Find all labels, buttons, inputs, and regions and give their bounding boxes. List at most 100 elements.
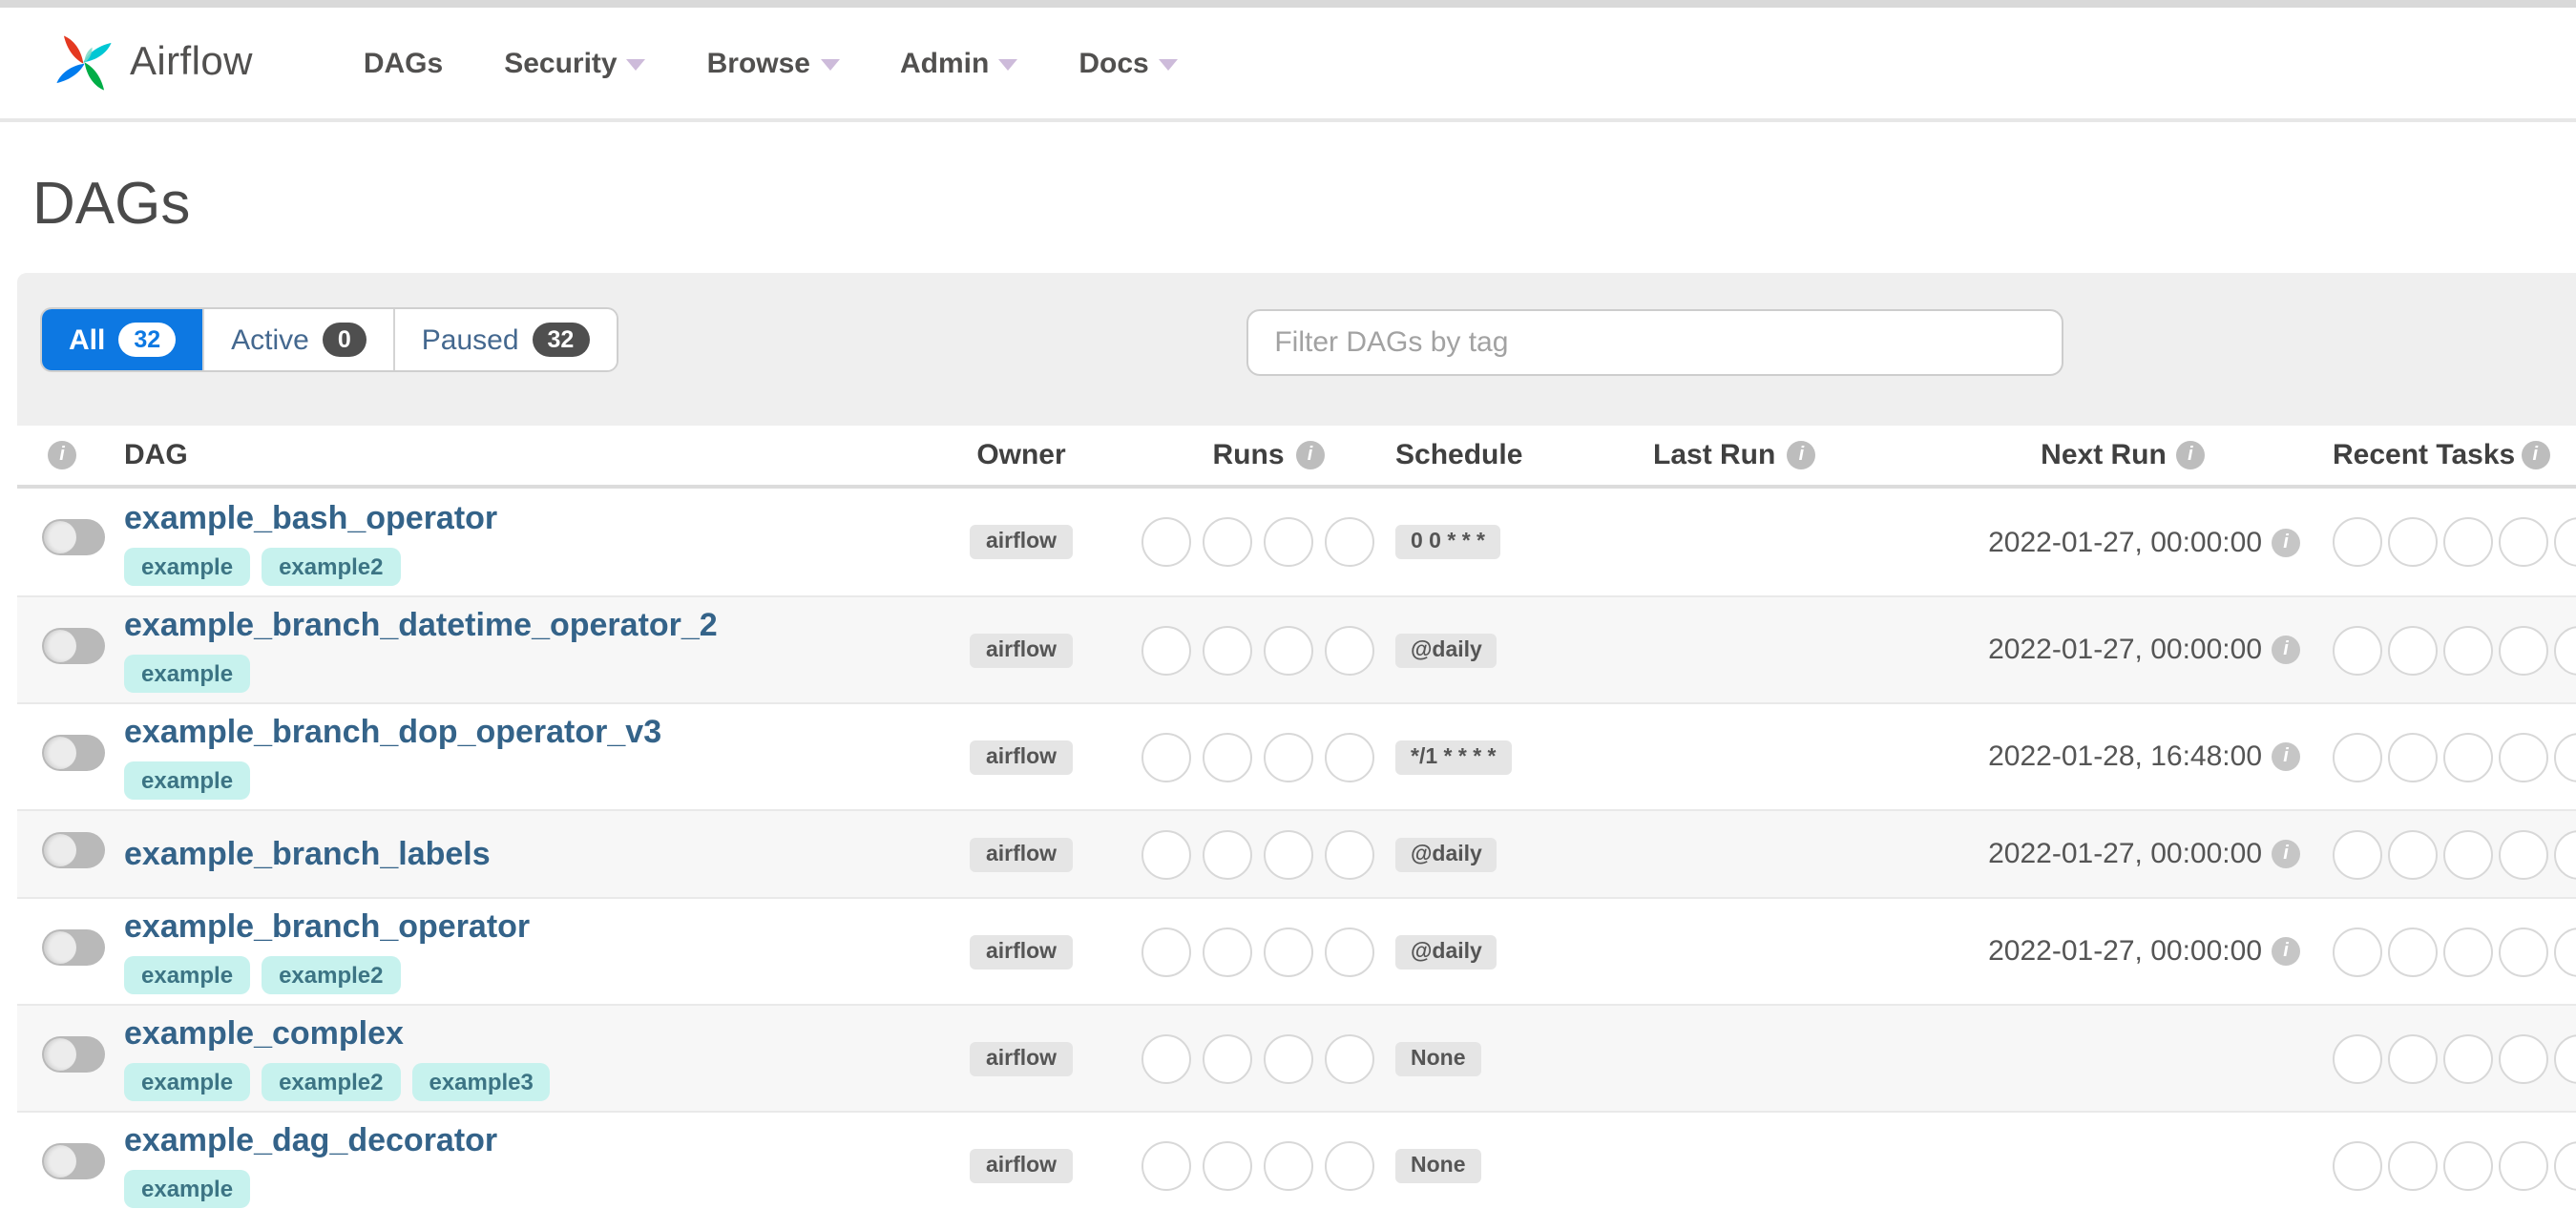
task-status-circle[interactable]	[2388, 829, 2438, 879]
run-status-circle[interactable]	[1141, 517, 1191, 567]
run-status-circle[interactable]	[1264, 1140, 1313, 1190]
run-status-circle[interactable]	[1141, 625, 1191, 675]
run-status-circle[interactable]	[1141, 1140, 1191, 1190]
task-status-circle[interactable]	[2554, 1140, 2576, 1190]
run-status-circle[interactable]	[1203, 829, 1252, 879]
task-status-circle[interactable]	[2443, 732, 2493, 782]
run-status-circle[interactable]	[1264, 517, 1313, 567]
dag-link[interactable]: example_complex	[124, 1015, 404, 1052]
run-status-circle[interactable]	[1203, 732, 1252, 782]
task-status-circle[interactable]	[2333, 517, 2382, 567]
filter-dags-by-tag-input[interactable]	[1246, 309, 2063, 376]
dag-pause-toggle[interactable]	[42, 627, 105, 663]
task-status-circle[interactable]	[2388, 732, 2438, 782]
run-status-circle[interactable]	[1141, 927, 1191, 976]
task-status-circle[interactable]	[2499, 625, 2548, 675]
task-status-circle[interactable]	[2388, 517, 2438, 567]
nav-item-admin[interactable]: Admin	[869, 28, 1048, 98]
nav-item-security[interactable]: Security	[473, 28, 676, 98]
task-status-circle[interactable]	[2333, 829, 2382, 879]
task-status-circle[interactable]	[2499, 1140, 2548, 1190]
tab-active[interactable]: Active 0	[202, 309, 393, 370]
run-status-circle[interactable]	[1325, 829, 1374, 879]
task-status-circle[interactable]	[2443, 1033, 2493, 1083]
airflow-brand-link[interactable]: Airflow	[52, 31, 253, 95]
dag-tag[interactable]: example	[124, 761, 251, 800]
run-status-circle[interactable]	[1264, 625, 1313, 675]
task-status-circle[interactable]	[2388, 1140, 2438, 1190]
dag-tag[interactable]: example	[124, 655, 251, 693]
dag-tag[interactable]: example	[124, 1170, 251, 1208]
task-status-circle[interactable]	[2499, 829, 2548, 879]
run-status-circle[interactable]	[1264, 732, 1313, 782]
run-status-circle[interactable]	[1264, 1033, 1313, 1083]
column-header-last-run[interactable]: Last Run	[1653, 439, 1776, 471]
task-status-circle[interactable]	[2443, 625, 2493, 675]
nav-item-browse[interactable]: Browse	[677, 28, 869, 98]
task-status-circle[interactable]	[2443, 517, 2493, 567]
task-status-circle[interactable]	[2554, 732, 2576, 782]
run-status-circle[interactable]	[1325, 927, 1374, 976]
dag-pause-toggle[interactable]	[42, 831, 105, 867]
task-status-circle[interactable]	[2554, 927, 2576, 976]
task-status-circle[interactable]	[2333, 1140, 2382, 1190]
column-header-owner[interactable]: Owner	[976, 439, 1066, 471]
task-status-circle[interactable]	[2333, 732, 2382, 782]
dag-tag[interactable]: example	[124, 547, 251, 585]
run-status-circle[interactable]	[1141, 1033, 1191, 1083]
run-status-circle[interactable]	[1264, 829, 1313, 879]
dag-link[interactable]: example_dag_decorator	[124, 1122, 498, 1158]
dag-tag[interactable]: example	[124, 1063, 251, 1101]
dag-link[interactable]: example_bash_operator	[124, 499, 498, 535]
dag-pause-toggle[interactable]	[42, 1142, 105, 1178]
task-status-circle[interactable]	[2443, 1140, 2493, 1190]
dag-tag[interactable]: example2	[262, 1063, 401, 1101]
dag-pause-toggle[interactable]	[42, 734, 105, 770]
nav-item-docs[interactable]: Docs	[1048, 28, 1207, 98]
run-status-circle[interactable]	[1325, 517, 1374, 567]
run-status-circle[interactable]	[1203, 927, 1252, 976]
task-status-circle[interactable]	[2388, 625, 2438, 675]
run-status-circle[interactable]	[1203, 517, 1252, 567]
dag-pause-toggle[interactable]	[42, 519, 105, 555]
task-status-circle[interactable]	[2333, 1033, 2382, 1083]
dag-tag[interactable]: example	[124, 956, 251, 994]
dag-pause-toggle[interactable]	[42, 928, 105, 965]
run-status-circle[interactable]	[1325, 625, 1374, 675]
dag-link[interactable]: example_branch_operator	[124, 908, 531, 945]
task-status-circle[interactable]	[2499, 517, 2548, 567]
run-status-circle[interactable]	[1141, 829, 1191, 879]
run-status-circle[interactable]	[1203, 1140, 1252, 1190]
dag-link[interactable]: example_branch_labels	[124, 836, 491, 872]
task-status-circle[interactable]	[2388, 927, 2438, 976]
task-status-circle[interactable]	[2554, 1033, 2576, 1083]
task-status-circle[interactable]	[2443, 829, 2493, 879]
nav-item-dags[interactable]: DAGs	[333, 28, 473, 98]
task-status-circle[interactable]	[2333, 927, 2382, 976]
task-status-circle[interactable]	[2499, 732, 2548, 782]
dag-pause-toggle[interactable]	[42, 1035, 105, 1072]
task-status-circle[interactable]	[2554, 625, 2576, 675]
tab-all[interactable]: All 32	[42, 309, 203, 370]
run-status-circle[interactable]	[1325, 732, 1374, 782]
tab-paused[interactable]: Paused 32	[392, 309, 617, 370]
run-status-circle[interactable]	[1264, 927, 1313, 976]
column-header-next-run[interactable]: Next Run	[2041, 439, 2167, 471]
task-status-circle[interactable]	[2499, 927, 2548, 976]
task-status-circle[interactable]	[2443, 927, 2493, 976]
task-status-circle[interactable]	[2388, 1033, 2438, 1083]
run-status-circle[interactable]	[1325, 1033, 1374, 1083]
dag-tag[interactable]: example2	[262, 956, 401, 994]
run-status-circle[interactable]	[1203, 625, 1252, 675]
dag-tag[interactable]: example3	[411, 1063, 551, 1101]
task-status-circle[interactable]	[2499, 1033, 2548, 1083]
dag-tag[interactable]: example2	[262, 547, 401, 585]
task-status-circle[interactable]	[2554, 517, 2576, 567]
column-header-dag[interactable]: DAG	[124, 439, 188, 471]
run-status-circle[interactable]	[1325, 1140, 1374, 1190]
task-status-circle[interactable]	[2554, 829, 2576, 879]
run-status-circle[interactable]	[1141, 732, 1191, 782]
task-status-circle[interactable]	[2333, 625, 2382, 675]
dag-link[interactable]: example_branch_dop_operator_v3	[124, 714, 662, 750]
run-status-circle[interactable]	[1203, 1033, 1252, 1083]
